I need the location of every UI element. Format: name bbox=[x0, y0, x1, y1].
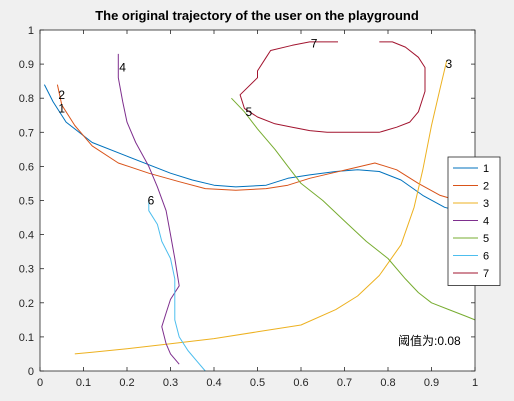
y-tick-label: 0.7 bbox=[19, 127, 34, 139]
y-tick-label: 0.9 bbox=[19, 59, 34, 71]
y-tick-label: 0.3 bbox=[19, 264, 34, 276]
legend-entry-3: 3 bbox=[483, 198, 489, 210]
x-tick-label: 0.3 bbox=[163, 377, 178, 389]
series-line-2 bbox=[56, 84, 458, 201]
series-line-5 bbox=[231, 97, 476, 321]
series-label-3: 3 bbox=[446, 57, 453, 71]
y-tick-label: 0.8 bbox=[19, 93, 34, 105]
series-label-4: 4 bbox=[119, 61, 126, 75]
series-line-3 bbox=[74, 60, 448, 355]
legend-entry-6: 6 bbox=[483, 251, 489, 263]
series-label-1: 1 bbox=[58, 101, 65, 115]
legend-entry-7: 7 bbox=[483, 268, 489, 280]
y-tick-label: 0.4 bbox=[19, 230, 34, 242]
y-tick-label: 0.6 bbox=[19, 161, 34, 173]
x-tick-label: 1 bbox=[472, 377, 478, 389]
x-tick-label: 0.8 bbox=[380, 377, 395, 389]
series-line-4 bbox=[117, 53, 180, 365]
series-line-7 bbox=[239, 41, 426, 133]
x-tick-label: 0.2 bbox=[119, 377, 134, 389]
legend-box bbox=[447, 156, 501, 286]
legend-entry-1: 1 bbox=[483, 163, 489, 175]
series-label-7: 7 bbox=[311, 37, 318, 51]
series-line-1 bbox=[43, 84, 458, 212]
x-tick-label: 0.9 bbox=[424, 377, 439, 389]
y-tick-label: 0 bbox=[28, 366, 34, 378]
x-tick-label: 0 bbox=[37, 377, 43, 389]
y-tick-label: 0.5 bbox=[19, 196, 34, 208]
legend: 1 2 3 4 5 6 7 bbox=[447, 156, 501, 286]
chart-title: The original trajectory of the user on t… bbox=[95, 8, 419, 23]
plot-area bbox=[40, 30, 475, 371]
threshold-annotation: 阈值为:0.08 bbox=[398, 333, 461, 348]
x-tick-label: 0.5 bbox=[250, 377, 265, 389]
x-tick-label: 0.6 bbox=[293, 377, 308, 389]
y-tick-label: 1 bbox=[28, 25, 34, 37]
legend-entry-5: 5 bbox=[483, 233, 489, 245]
legend-entry-4: 4 bbox=[483, 216, 489, 228]
x-tick-label: 0.4 bbox=[206, 377, 221, 389]
series-label-layer: 12 3 4 5 6 7 bbox=[58, 37, 452, 208]
legend-entry-2: 2 bbox=[483, 181, 489, 193]
y-axis: 0 0.1 0.2 0.3 0.4 0.5 0.6 0.7 0.8 0.9 1 bbox=[19, 25, 475, 378]
series-line-6 bbox=[148, 200, 206, 372]
series-label-5: 5 bbox=[245, 105, 252, 119]
x-axis: 0 0.1 0.2 0.3 0.4 0.5 0.6 0.7 0.8 0.9 1 bbox=[37, 30, 478, 389]
x-tick-label: 0.7 bbox=[337, 377, 352, 389]
y-tick-label: 0.2 bbox=[19, 298, 34, 310]
series-label-6: 6 bbox=[148, 194, 155, 208]
y-tick-label: 0.1 bbox=[19, 332, 34, 344]
series-layer bbox=[43, 41, 476, 372]
series-label-2: 2 bbox=[58, 88, 65, 102]
x-tick-label: 0.1 bbox=[76, 377, 91, 389]
